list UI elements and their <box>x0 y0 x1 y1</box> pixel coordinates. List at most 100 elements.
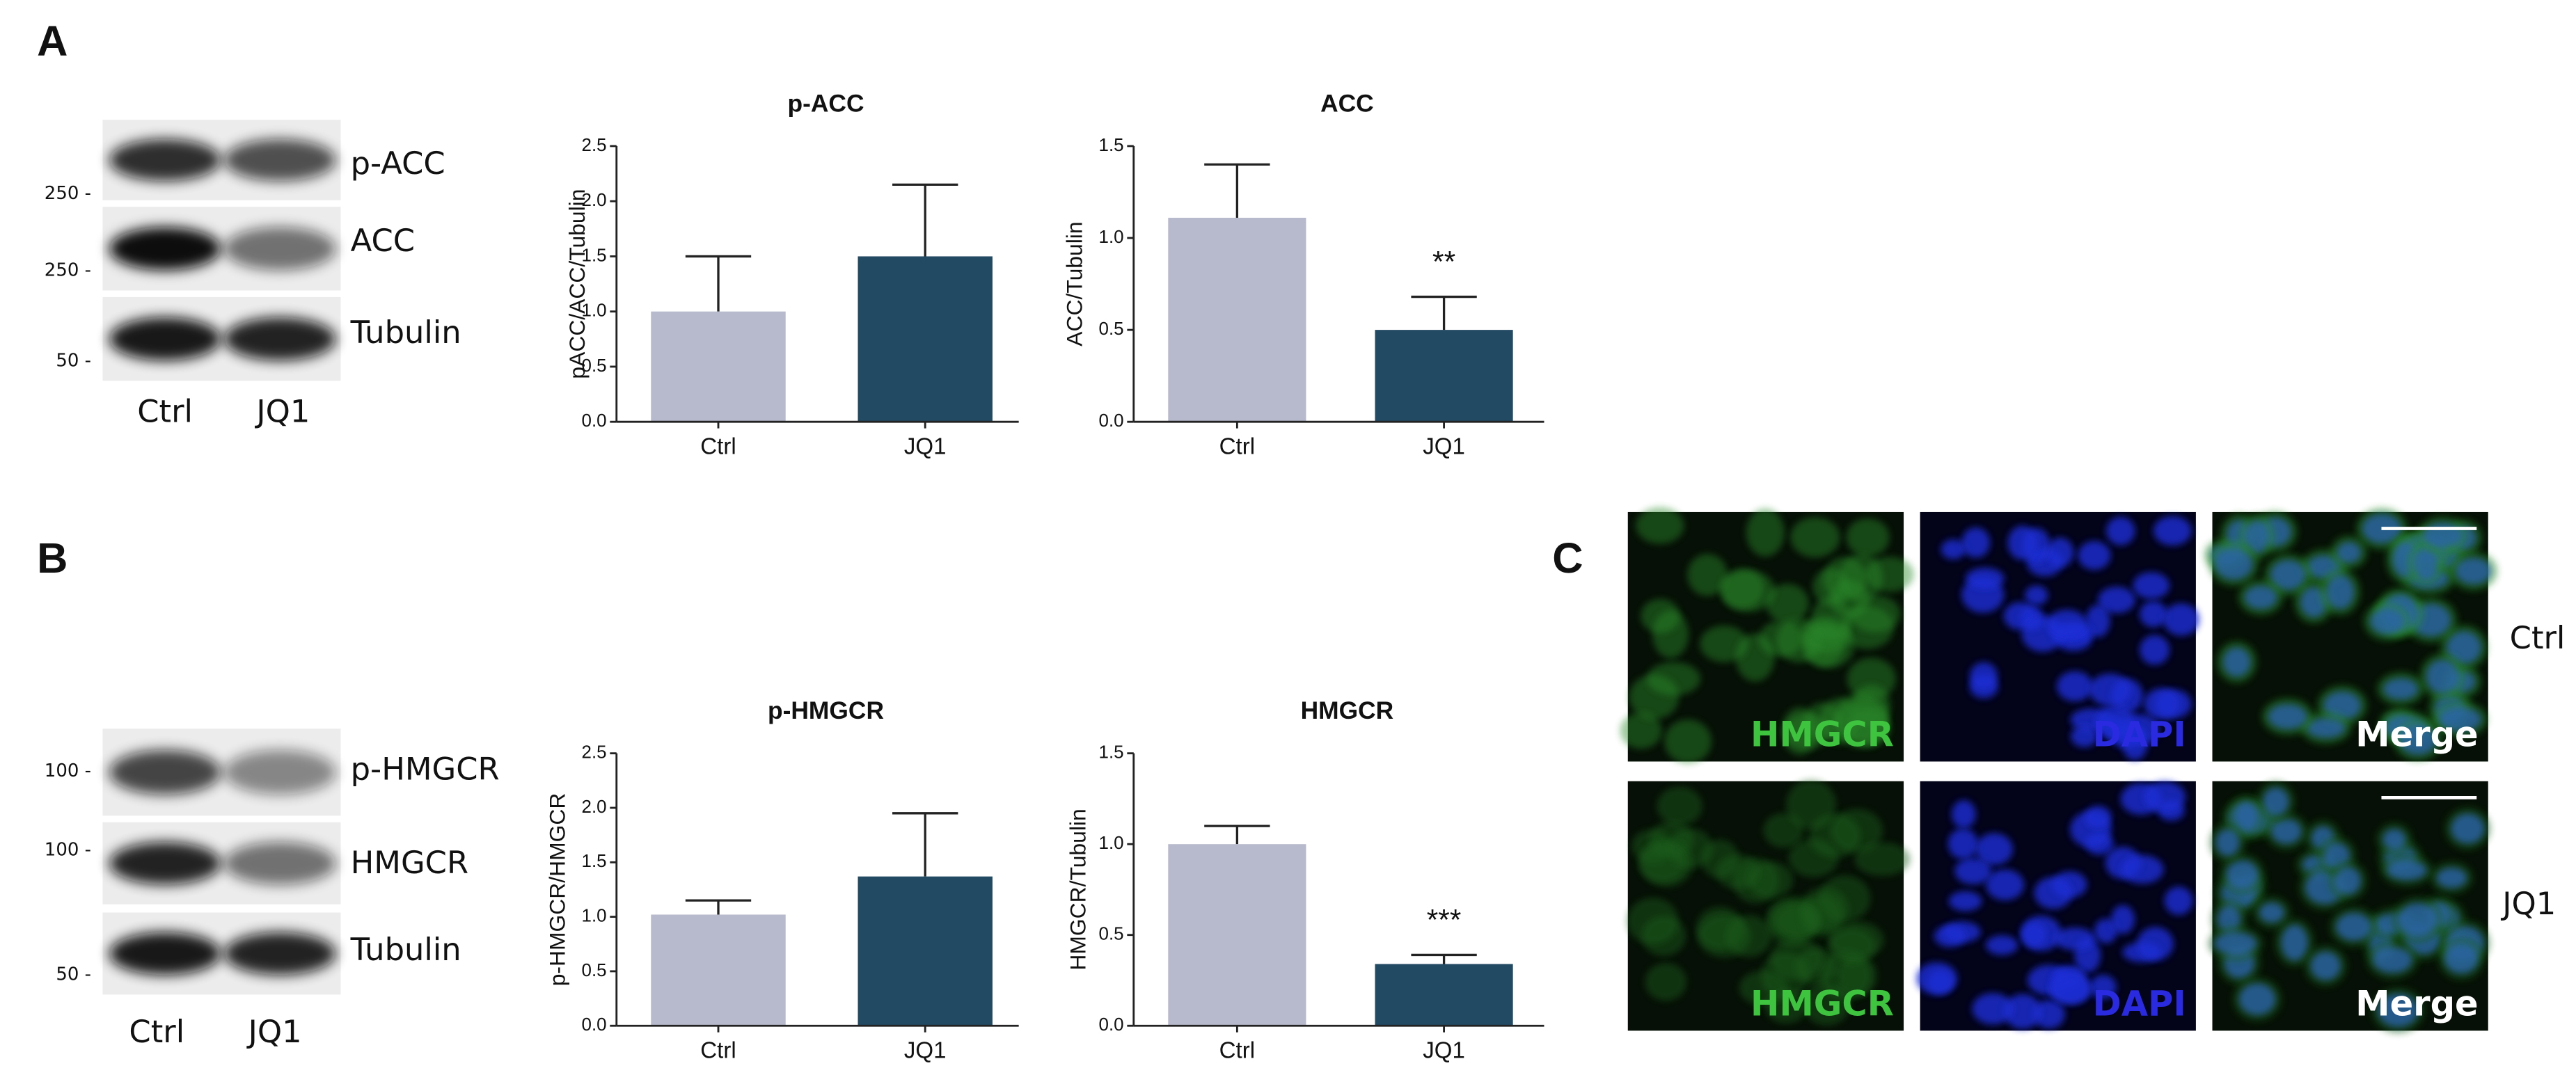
nucleus <box>2085 806 2112 829</box>
channel-label: Merge <box>2355 983 2478 1024</box>
chart-title: p-HMGCR <box>768 697 884 724</box>
bar <box>858 876 993 1026</box>
y-tick-label: 2.5 <box>582 743 607 763</box>
nucleus <box>2399 725 2437 755</box>
nucleus <box>2034 877 2073 909</box>
micrograph-texture <box>1627 780 1911 1026</box>
nucleus <box>2214 932 2257 955</box>
condition-label: JQ1 <box>2500 885 2556 922</box>
mw-marker: 250 - <box>45 183 91 204</box>
mw-marker: 250 - <box>45 260 91 281</box>
nucleus <box>1965 567 2005 589</box>
y-tick-label: 2.0 <box>582 797 607 817</box>
y-tick-label: 1.0 <box>582 906 607 925</box>
nucleus <box>2078 541 2111 570</box>
cell <box>1786 780 1837 829</box>
bar <box>1375 330 1513 422</box>
nucleus <box>2451 813 2485 844</box>
nucleus <box>2022 922 2046 947</box>
x-tick-label: Ctrl <box>700 1037 736 1063</box>
nucleus <box>2071 725 2098 747</box>
nucleus <box>2423 523 2462 548</box>
cell <box>1854 842 1911 876</box>
micrograph-texture <box>1941 516 2199 761</box>
x-tick-label: JQ1 <box>1423 1037 1465 1063</box>
cell <box>1645 963 1687 1001</box>
cell <box>1839 554 1883 602</box>
nucleus <box>2439 707 2481 732</box>
y-tick-label: 0.5 <box>582 961 607 980</box>
significance: ** <box>1432 246 1455 278</box>
chart-title: p-ACC <box>787 90 864 117</box>
blot-band <box>109 749 221 795</box>
cell <box>1627 898 1679 945</box>
nucleus <box>2164 886 2193 915</box>
nucleus <box>1961 527 1991 558</box>
nucleus <box>2245 520 2268 554</box>
cell <box>1638 843 1686 883</box>
nucleus <box>2372 947 2412 973</box>
blot-band <box>224 932 336 976</box>
nucleus <box>2049 969 2091 1004</box>
channel-label: DAPI <box>2093 715 2186 755</box>
y-tick-label: 0.0 <box>1099 411 1124 431</box>
nucleus <box>2446 631 2481 664</box>
channel-label: Merge <box>2355 715 2478 755</box>
cell <box>1847 658 1896 701</box>
cell <box>1664 719 1712 764</box>
cell <box>1764 989 1808 1024</box>
nucleus <box>2054 927 2096 950</box>
x-tick-label: Ctrl <box>1219 1037 1255 1063</box>
nucleus <box>2387 860 2427 881</box>
cell <box>1769 937 1824 980</box>
blot-band <box>109 932 221 976</box>
y-tick-label: 1.5 <box>582 852 607 871</box>
lane-label: JQ1 <box>246 1013 302 1050</box>
lane-label: Ctrl <box>137 392 193 429</box>
nucleus <box>1951 800 1976 829</box>
blot-band <box>109 317 221 361</box>
cell <box>1657 786 1702 826</box>
nucleus <box>2098 587 2135 614</box>
micrograph-texture <box>2208 781 2491 1034</box>
y-axis-label: ACC/Tubulin <box>1062 221 1087 346</box>
nucleus <box>2153 516 2192 546</box>
channel-label: DAPI <box>2093 983 2186 1024</box>
cell <box>1781 707 1819 755</box>
mw-marker: 100 - <box>45 839 91 860</box>
y-tick-label: 2.5 <box>582 136 607 155</box>
nucleus <box>2025 585 2048 605</box>
nucleus <box>2144 687 2180 720</box>
y-tick-label: 0.0 <box>1099 1015 1124 1035</box>
y-tick-label: 0.5 <box>1099 925 1124 944</box>
y-tick-label: 0.0 <box>582 1015 607 1035</box>
nucleus <box>1947 828 1978 859</box>
bar <box>1168 217 1306 422</box>
cell <box>1803 982 1851 1026</box>
nucleus <box>1972 993 2014 1025</box>
nucleus <box>2121 855 2164 884</box>
nucleus <box>2271 818 2302 844</box>
nucleus <box>2306 717 2346 738</box>
y-tick-label: 0.5 <box>582 356 607 376</box>
cell <box>1828 921 1884 959</box>
micrograph-texture <box>1620 507 1914 764</box>
cell <box>1636 507 1684 544</box>
blot-label: p-HMGCR <box>351 751 500 788</box>
bar <box>1168 844 1306 1026</box>
cell <box>1746 508 1785 557</box>
nucleus <box>1986 935 2018 955</box>
nucleus <box>2370 608 2404 635</box>
nucleus <box>2007 525 2038 560</box>
significance: *** <box>1427 903 1462 936</box>
cell <box>1766 584 1809 623</box>
nucleus <box>2163 603 2199 636</box>
nucleus <box>2105 516 2135 546</box>
cell <box>1776 904 1821 938</box>
y-tick-label: 0.0 <box>582 411 607 431</box>
nucleus <box>2234 802 2258 831</box>
y-axis-label: HMGCR/Tubulin <box>1065 809 1090 970</box>
blot-label: Tubulin <box>350 314 461 351</box>
blot-label: ACC <box>351 222 415 259</box>
